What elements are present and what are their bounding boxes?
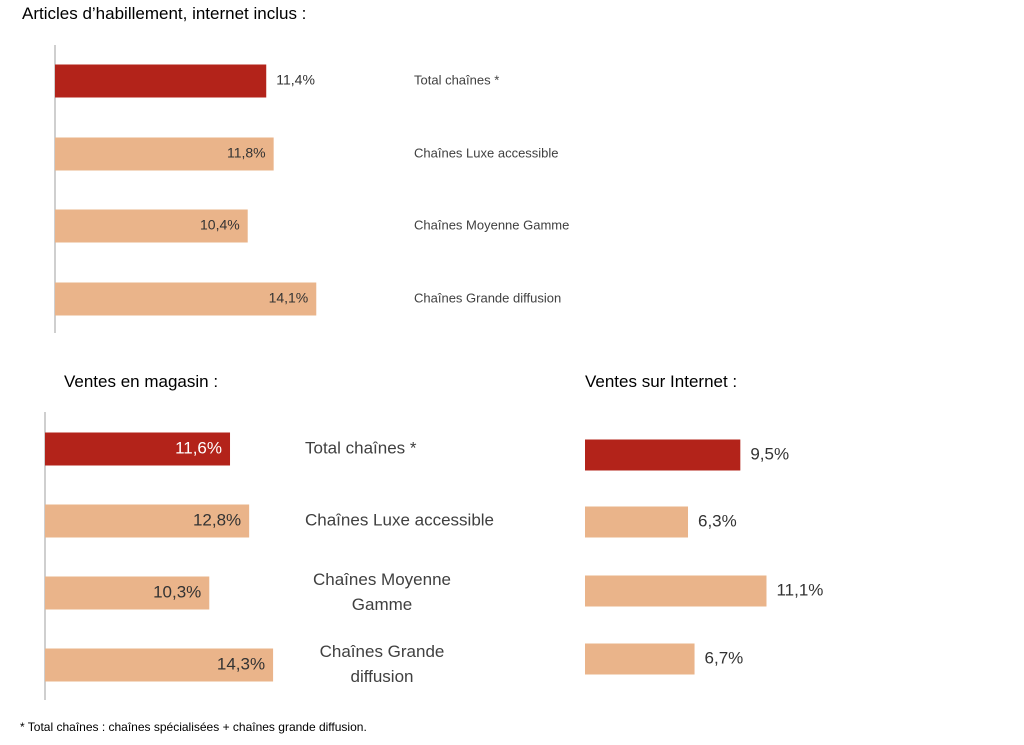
chart-1-bar	[55, 282, 317, 316]
chart-1-category-label: Total chaînes *	[414, 72, 499, 87]
chart-1-value-label: 10,4%	[200, 217, 240, 233]
chart-3-bar	[585, 575, 767, 607]
chart-3-value-label: 9,5%	[750, 444, 789, 463]
chart-2-bar	[45, 648, 274, 682]
chart-2-bar	[45, 432, 231, 466]
chart-3-bar	[585, 643, 695, 675]
chart-1-category-label: Chaînes Grande diffusion	[414, 290, 561, 305]
chart-2-bar	[45, 504, 250, 538]
chart-1-bar	[55, 64, 267, 98]
chart-3-title: Ventes sur Internet :	[585, 372, 738, 391]
chart-2-value-label: 10,3%	[153, 582, 201, 601]
chart-2-category-label: Total chaînes *	[305, 438, 417, 457]
chart-2-value-label: 14,3%	[217, 654, 265, 673]
footnote: * Total chaînes : chaînes spécialisées +…	[20, 720, 367, 734]
chart-2-category-label: Chaînes Moyenne	[313, 570, 451, 589]
chart-1-value-label: 14,1%	[269, 290, 309, 306]
chart-2-category-label: Chaînes Luxe accessible	[305, 510, 494, 529]
chart-1-category-label: Chaînes Moyenne Gamme	[414, 217, 569, 232]
chart-3-bar	[585, 506, 689, 538]
chart-1-bar	[55, 209, 248, 243]
chart-1-bar	[55, 137, 274, 171]
chart-2-value-label: 11,6%	[175, 438, 222, 457]
chart-3-bar	[585, 439, 741, 471]
chart-2-value-label: 12,8%	[193, 510, 241, 529]
chart-2-title: Ventes en magasin :	[64, 372, 219, 391]
chart-3-value-label: 11,1%	[776, 580, 823, 599]
chart-3-value-label: 6,7%	[705, 648, 744, 667]
chart-1-title: Articles d’habillement, internet inclus …	[22, 4, 307, 23]
chart-1-value-label: 11,8%	[227, 145, 266, 161]
chart-1-value-label: 11,4%	[276, 72, 315, 88]
chart-3-value-label: 6,3%	[698, 511, 737, 530]
chart-2-bar	[45, 576, 210, 610]
chart-1-category-label: Chaînes Luxe accessible	[414, 145, 559, 160]
chart-2-category-label: Chaînes Grande	[320, 642, 445, 661]
chart-2-category-label: Gamme	[352, 595, 412, 614]
chart-2-category-label: diffusion	[350, 667, 413, 686]
